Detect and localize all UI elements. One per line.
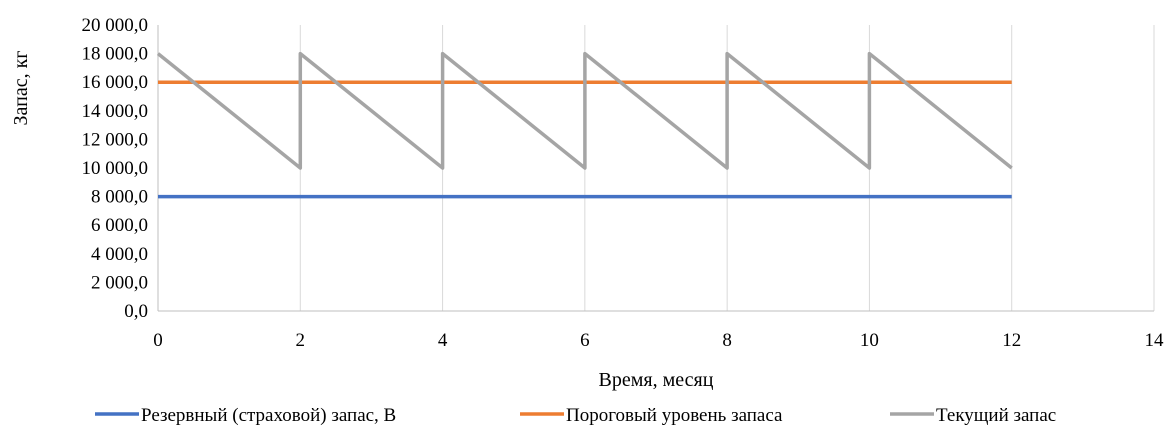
- y-tick-label: 12 000,0: [82, 129, 149, 150]
- x-tick-label: 8: [722, 330, 732, 351]
- x-tick-label: 12: [1002, 330, 1021, 351]
- legend-item-1: Резервный (страховой) запас, В: [95, 405, 396, 426]
- x-tick-label: 10: [860, 330, 879, 351]
- x-axis-title: Время, месяц: [599, 369, 714, 391]
- legend-item-2: Пороговый уровень запаса: [520, 405, 783, 426]
- y-tick-label: 20 000,0: [82, 15, 149, 36]
- x-tick-label: 4: [438, 330, 448, 351]
- y-tick-label: 14 000,0: [82, 101, 149, 122]
- x-tick-label: 6: [580, 330, 590, 351]
- legend-item-3: Текущий запас: [890, 405, 1056, 426]
- legend: Резервный (страховой) запас, В Пороговый …: [95, 405, 1056, 426]
- tick-labels: 0,0 2 000,0 4 000,0 6 000,0 8 000,0 10 000,0 1…: [82, 15, 1164, 351]
- x-tick-label: 0: [153, 330, 163, 351]
- x-tick-label: 14: [1145, 330, 1164, 351]
- series: [156, 51, 1013, 199]
- series-line-3: [156, 51, 1013, 170]
- y-tick-label: 8 000,0: [91, 187, 148, 208]
- legend-label: Резервный (страховой) запас, В: [141, 405, 396, 426]
- y-tick-label: 10 000,0: [82, 158, 149, 179]
- y-tick-label: 0,0: [124, 301, 148, 322]
- x-tick-label: 2: [296, 330, 306, 351]
- legend-label: Пороговый уровень запаса: [566, 405, 783, 426]
- axes: [157, 25, 1154, 312]
- y-axis-title: Запас, кг: [10, 50, 32, 125]
- y-tick-label: 6 000,0: [91, 215, 148, 236]
- legend-label: Текущий запас: [936, 405, 1056, 426]
- y-tick-label: 16 000,0: [82, 72, 149, 93]
- y-tick-label: 4 000,0: [91, 244, 148, 265]
- y-tick-label: 2 000,0: [91, 272, 148, 293]
- y-tick-label: 18 000,0: [82, 44, 149, 65]
